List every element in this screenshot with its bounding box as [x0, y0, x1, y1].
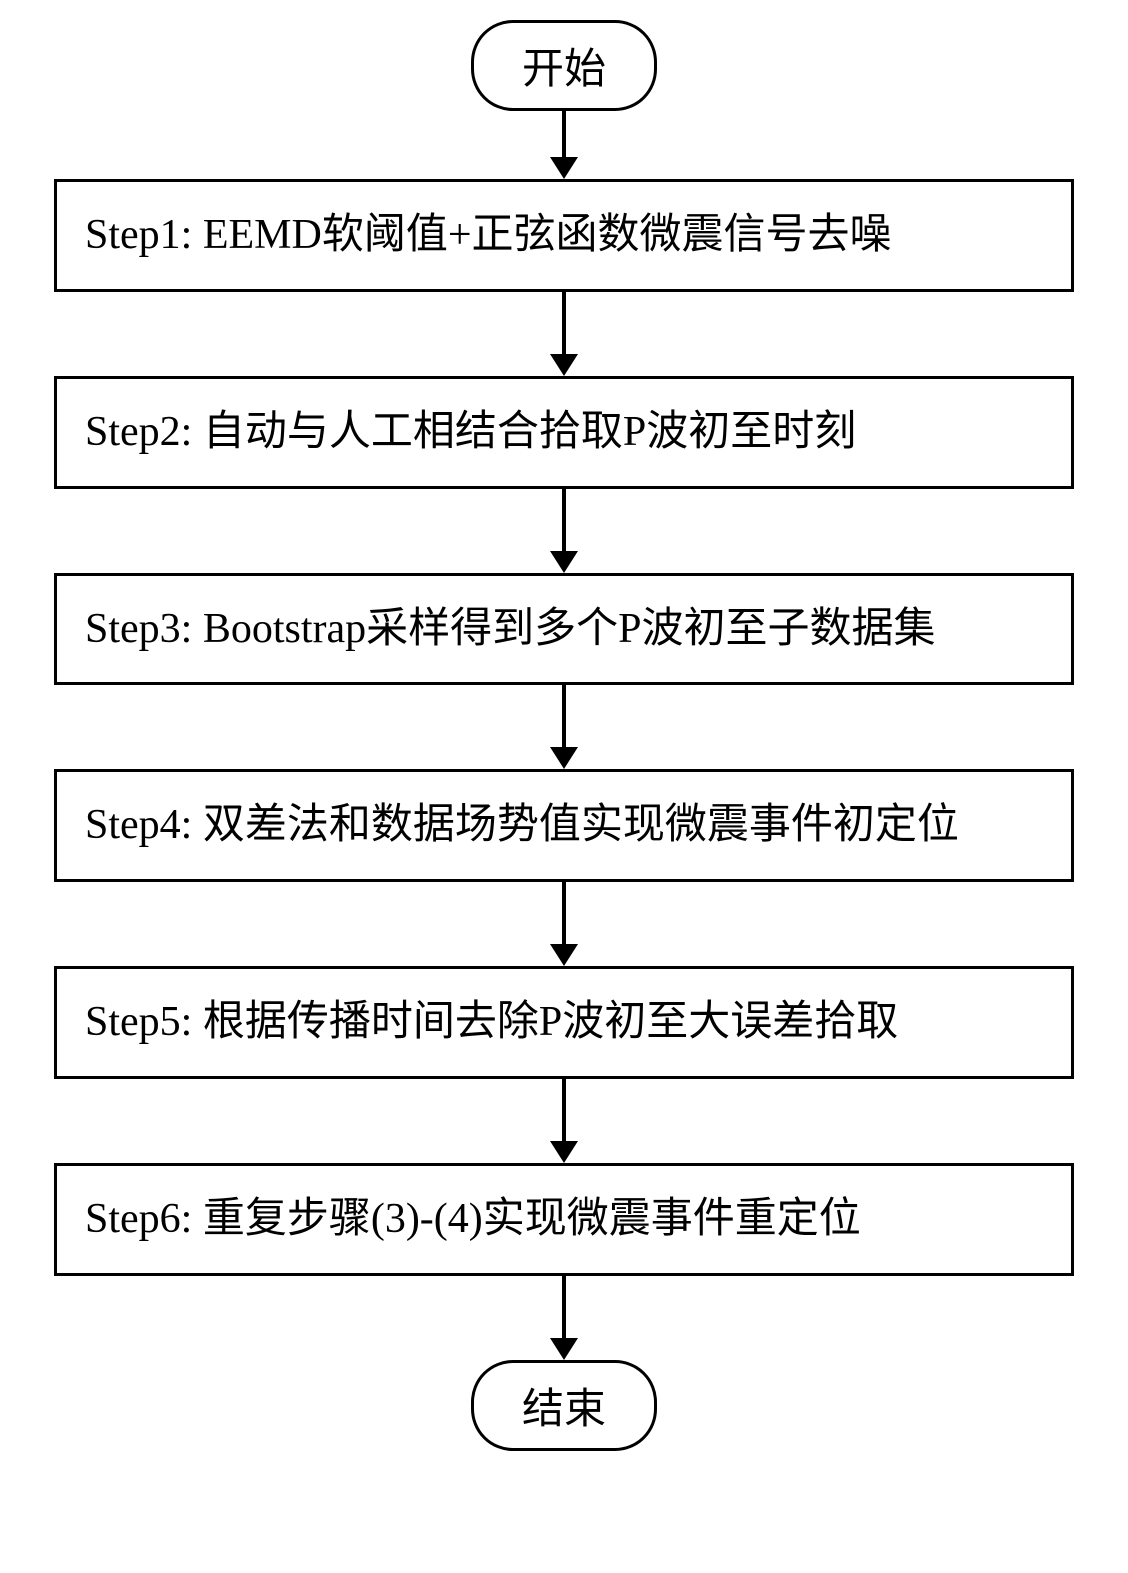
arrow-icon: [550, 1276, 578, 1360]
start-label: 开始: [522, 47, 606, 93]
arrow-icon: [550, 292, 578, 376]
start-terminal: 开始: [471, 20, 657, 111]
end-terminal: 结束: [471, 1360, 657, 1451]
step6-box: Step6: 重复步骤(3)-(4)实现微震事件重定位: [54, 1163, 1074, 1276]
arrow-icon: [550, 1079, 578, 1163]
arrow-icon: [550, 882, 578, 966]
step2-label: Step2: 自动与人工相结合拾取P波初至时刻: [85, 409, 856, 455]
step3-box: Step3: Bootstrap采样得到多个P波初至子数据集: [54, 573, 1074, 686]
arrow-icon: [550, 111, 578, 179]
arrow-icon: [550, 685, 578, 769]
flowchart-container: 开始 Step1: EEMD软阈值+正弦函数微震信号去噪 Step2: 自动与人…: [54, 20, 1074, 1451]
step6-label: Step6: 重复步骤(3)-(4)实现微震事件重定位: [85, 1196, 861, 1242]
step2-box: Step2: 自动与人工相结合拾取P波初至时刻: [54, 376, 1074, 489]
step5-label: Step5: 根据传播时间去除P波初至大误差拾取: [85, 999, 898, 1045]
arrow-icon: [550, 489, 578, 573]
step4-box: Step4: 双差法和数据场势值实现微震事件初定位: [54, 769, 1074, 882]
step1-box: Step1: EEMD软阈值+正弦函数微震信号去噪: [54, 179, 1074, 292]
step4-label: Step4: 双差法和数据场势值实现微震事件初定位: [85, 802, 959, 848]
step1-label: Step1: EEMD软阈值+正弦函数微震信号去噪: [85, 212, 892, 258]
step3-label: Step3: Bootstrap采样得到多个P波初至子数据集: [85, 606, 936, 652]
end-label: 结束: [522, 1387, 606, 1433]
step5-box: Step5: 根据传播时间去除P波初至大误差拾取: [54, 966, 1074, 1079]
